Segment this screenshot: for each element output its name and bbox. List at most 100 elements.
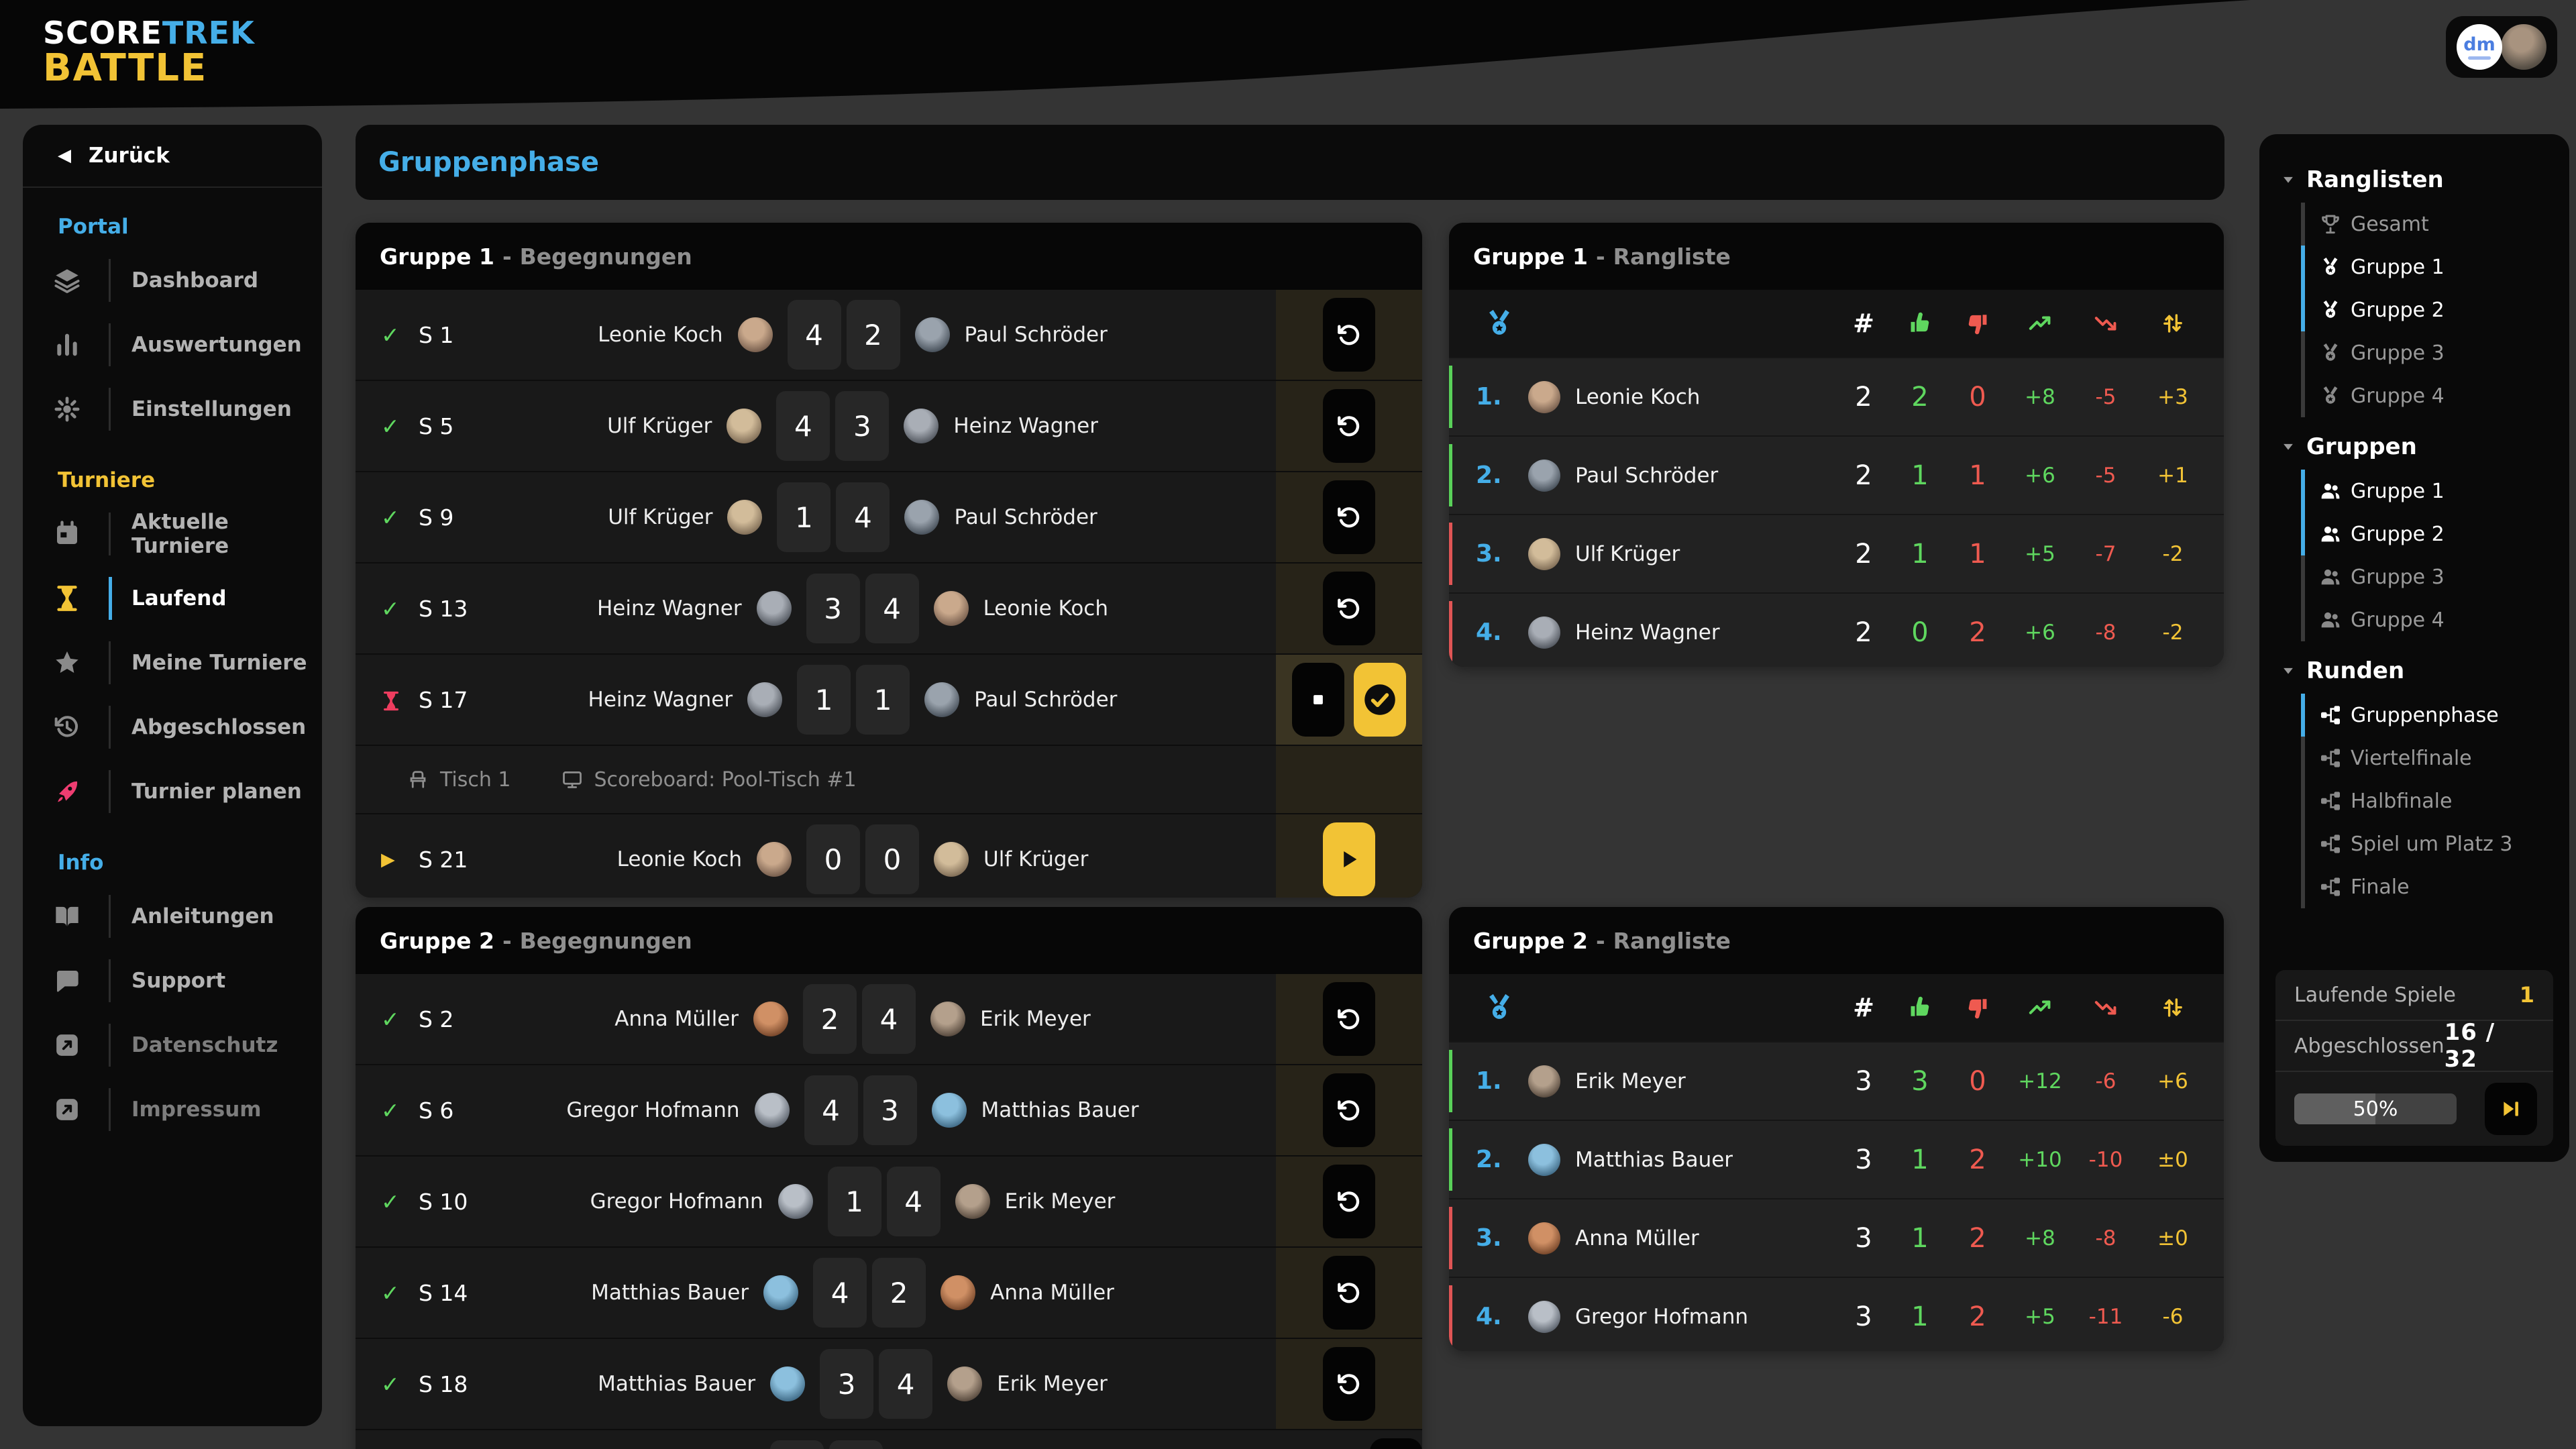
- progress-bar: 50%: [2294, 1093, 2457, 1124]
- points-for-value: +5: [2025, 541, 2055, 566]
- games-column-icon[interactable]: #: [1853, 309, 1874, 338]
- undo-match-button[interactable]: [1323, 1256, 1375, 1330]
- runden-item-halbfinale[interactable]: Halbfinale: [2275, 780, 2553, 822]
- user-photo-avatar[interactable]: [2501, 24, 2546, 70]
- points-against-value: -10: [2088, 1147, 2123, 1172]
- section-header-portal: Portal: [58, 215, 129, 239]
- score-player1: 4: [804, 1075, 858, 1145]
- wins-value: 2: [1911, 381, 1929, 413]
- losses-value: 1: [1969, 538, 1986, 570]
- sidebar-item-support[interactable]: Support: [23, 949, 322, 1013]
- player-name: Erik Meyer: [1575, 1069, 1686, 1093]
- sidebar-item-einstellungen[interactable]: Einstellungen: [23, 377, 322, 441]
- wins-thumb-up-icon[interactable]: [1909, 312, 1931, 335]
- ranglisten-section-header[interactable]: Ranglisten: [2275, 157, 2553, 203]
- undo-match-button[interactable]: [1323, 1347, 1375, 1421]
- progress-bar-fill: [2294, 1093, 2375, 1124]
- points-for-trend-up-icon[interactable]: [2029, 312, 2051, 335]
- runden-section-header[interactable]: Runden: [2275, 648, 2553, 694]
- ranglisten-item-gruppe-2[interactable]: Gruppe 2: [2275, 288, 2553, 331]
- completed-games-row: Abgeschlossen 16 / 32: [2275, 1019, 2553, 1073]
- dm-logo-avatar[interactable]: dm: [2457, 24, 2502, 70]
- undo-match-button[interactable]: [1323, 480, 1375, 554]
- games-value: 3: [1855, 1222, 1872, 1254]
- sidebar-item-auswertungen[interactable]: Auswertungen: [23, 313, 322, 377]
- sidebar-item-anleitungen[interactable]: Anleitungen: [23, 884, 322, 949]
- ranglisten-item-gruppe-1[interactable]: Gruppe 1: [2275, 246, 2553, 288]
- undo-match-button[interactable]: [1323, 1165, 1375, 1238]
- skip-round-button[interactable]: [2485, 1083, 2537, 1135]
- sidebar-item-impressum[interactable]: Impressum: [23, 1077, 322, 1142]
- points-against-value: -8: [2095, 620, 2116, 645]
- page-title-card: Gruppenphase: [356, 125, 2224, 200]
- points-for-trend-up-icon[interactable]: [2029, 996, 2051, 1019]
- wins-thumb-up-icon[interactable]: [1909, 996, 1931, 1019]
- sidebar-item-aktuelle-turniere[interactable]: Aktuelle Turniere: [23, 502, 322, 566]
- undo-match-button[interactable]: [1323, 572, 1375, 645]
- undo-icon: [1337, 414, 1361, 438]
- undo-icon: [1337, 596, 1361, 621]
- player2-name: Matthias Bauer: [981, 1098, 1139, 1122]
- gruppen-item-gruppe-1[interactable]: Gruppe 1: [2275, 470, 2553, 513]
- sidebar-item-dashboard[interactable]: Dashboard: [23, 248, 322, 313]
- losses-thumb-down-icon[interactable]: [1966, 996, 1989, 1019]
- undo-match-button[interactable]: [1370, 1438, 1422, 1449]
- sidebar-item-turnier-planen[interactable]: Turnier planen: [23, 759, 322, 824]
- gruppen-item-gruppe-4[interactable]: Gruppe 4: [2275, 598, 2553, 641]
- confirm-result-button[interactable]: [1354, 663, 1406, 737]
- rank-number: 1.: [1476, 1067, 1502, 1095]
- games-column-icon[interactable]: #: [1853, 993, 1874, 1022]
- account-avatar-group[interactable]: dm: [2446, 16, 2557, 78]
- player1-avatar: [747, 682, 783, 717]
- stop-match-button[interactable]: [1292, 663, 1344, 737]
- player2-avatar: [930, 1002, 966, 1036]
- difference-swap-icon[interactable]: [2161, 312, 2184, 335]
- gruppen-section-header[interactable]: Gruppen: [2275, 424, 2553, 470]
- losses-value: 0: [1969, 381, 1986, 413]
- ranglisten-item-gesamt[interactable]: Gesamt: [2275, 203, 2553, 246]
- rank-number: 2.: [1476, 1146, 1502, 1173]
- score-player2: 2: [872, 1258, 926, 1328]
- points-against-trend-down-icon[interactable]: [2094, 312, 2117, 335]
- difference-value: -6: [2162, 1304, 2184, 1329]
- player1-avatar: [727, 409, 762, 443]
- undo-match-button[interactable]: [1323, 1073, 1375, 1147]
- gruppen-item-gruppe-2[interactable]: Gruppe 2: [2275, 513, 2553, 555]
- rank-number: 2.: [1476, 462, 1502, 489]
- back-button[interactable]: ◀ Zurück: [23, 125, 322, 188]
- runden-item-viertelfinale[interactable]: Viertelfinale: [2275, 737, 2553, 780]
- player-avatar: [1528, 1222, 1560, 1254]
- sidebar-item-abgeschlossen[interactable]: Abgeschlossen: [23, 695, 322, 759]
- undo-match-button[interactable]: [1323, 298, 1375, 372]
- undo-match-button[interactable]: [1323, 982, 1375, 1056]
- sidebar-item-laufend[interactable]: Laufend: [23, 566, 322, 631]
- player-name: Leonie Koch: [1575, 384, 1701, 409]
- rocket-icon: [54, 778, 80, 805]
- runden-item-spiel-um-platz-3[interactable]: Spiel um Platz 3: [2275, 822, 2553, 865]
- sidebar-item-meine-turniere[interactable]: Meine Turniere: [23, 631, 322, 695]
- player1-name: Gregor Hofmann: [590, 1189, 763, 1214]
- losses-thumb-down-icon[interactable]: [1966, 312, 1989, 335]
- ranglisten-item-gruppe-3[interactable]: Gruppe 3: [2275, 331, 2553, 374]
- gruppen-item-gruppe-3[interactable]: Gruppe 3: [2275, 555, 2553, 598]
- player2-name: Paul Schröder: [954, 505, 1097, 529]
- score-player1: 1: [827, 1167, 881, 1236]
- undo-match-button[interactable]: [1323, 389, 1375, 463]
- runden-item-gruppenphase[interactable]: Gruppenphase: [2275, 694, 2553, 737]
- difference-swap-icon[interactable]: [2161, 996, 2184, 1019]
- medal-icon: [1484, 992, 1515, 1023]
- group2-ranking-card: Gruppe 2 - Rangliste # 1. Erik Meyer 3 3…: [1449, 907, 2224, 1351]
- player2-avatar: [955, 1184, 990, 1219]
- score-player1: 0: [806, 824, 861, 894]
- player1-avatar: [753, 1002, 789, 1036]
- player-avatar: [1528, 1143, 1560, 1176]
- start-match-button[interactable]: [1323, 822, 1375, 896]
- difference-value: ±0: [2157, 1147, 2188, 1172]
- player2-avatar: [931, 1093, 967, 1128]
- points-against-trend-down-icon[interactable]: [2094, 996, 2117, 1019]
- runden-item-finale[interactable]: Finale: [2275, 865, 2553, 908]
- ranglisten-item-gruppe-4[interactable]: Gruppe 4: [2275, 374, 2553, 417]
- sidebar-item-datenschutz[interactable]: Datenschutz: [23, 1013, 322, 1077]
